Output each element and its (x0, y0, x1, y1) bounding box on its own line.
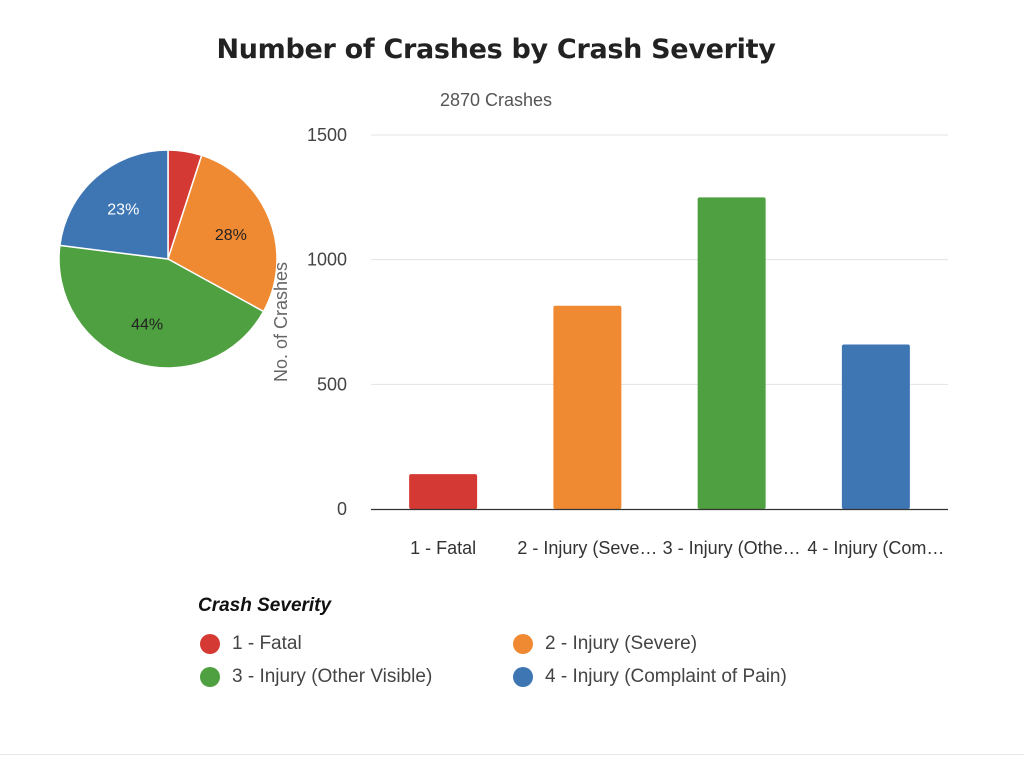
x-axis-labels: 1 - Fatal 2 - Injury (Seve… 3 - Injury (Ot… (410, 538, 944, 558)
pie-slice[interactable] (167, 154, 278, 313)
y-axis-title: No. of Crashes (271, 262, 291, 382)
legend-item-fatal[interactable]: 1 - Fatal (200, 633, 302, 655)
y-tick-label: 1000 (307, 250, 347, 270)
x-tick-label: 1 - Fatal (410, 538, 476, 558)
pie-slice[interactable] (58, 244, 265, 369)
bar[interactable] (841, 344, 910, 509)
chart-canvas: 28% 44% 23% 0 500 1000 1500 No. of Crashes 1 … (58, 125, 948, 558)
x-tick-label: 2 - Injury (Seve… (517, 538, 657, 558)
bar[interactable] (409, 474, 478, 509)
chart-subtitle: 2870 Crashes (439, 90, 553, 110)
legend-label: 2 - Injury (Severe) (545, 633, 698, 654)
legend-item-severe[interactable]: 2 - Injury (Severe) (513, 633, 697, 655)
pie-slice-label: 28% (215, 227, 247, 244)
y-tick-label: 500 (317, 374, 347, 394)
bar[interactable] (553, 305, 622, 509)
legend-dot-complaint-of-pain (513, 667, 533, 687)
chart-title: Number of Crashes by Crash Severity (216, 34, 776, 65)
bar-chart: 0 500 1000 1500 No. of Crashes 1 - Fatal 2 -… (271, 125, 948, 558)
pie-slice-label: 23% (107, 201, 139, 218)
legend-label: 1 - Fatal (232, 633, 302, 654)
legend-dot-other-visible (200, 667, 220, 687)
legend-label: 3 - Injury (Other Visible) (232, 666, 433, 687)
y-tick-label: 1500 (307, 125, 347, 145)
bars (409, 197, 910, 510)
y-tick-label: 0 (337, 499, 347, 519)
pie-slice[interactable] (59, 149, 169, 260)
pie-chart: 28% 44% 23% (58, 149, 278, 369)
legend-dot-fatal (200, 634, 220, 654)
legend-title: Crash Severity (198, 595, 332, 616)
bottom-divider (0, 754, 1024, 755)
legend-label: 4 - Injury (Complaint of Pain) (545, 666, 787, 687)
bar[interactable] (697, 197, 766, 510)
x-tick-label: 3 - Injury (Othe… (663, 538, 801, 558)
x-tick-label: 4 - Injury (Com… (807, 538, 944, 558)
legend-item-complaint-of-pain[interactable]: 4 - Injury (Complaint of Pain) (513, 666, 787, 688)
y-axis-ticks: 0 500 1000 1500 (307, 125, 347, 519)
legend-dot-severe (513, 634, 533, 654)
legend-item-other-visible[interactable]: 3 - Injury (Other Visible) (200, 666, 432, 688)
pie-slice-label: 44% (131, 316, 163, 333)
